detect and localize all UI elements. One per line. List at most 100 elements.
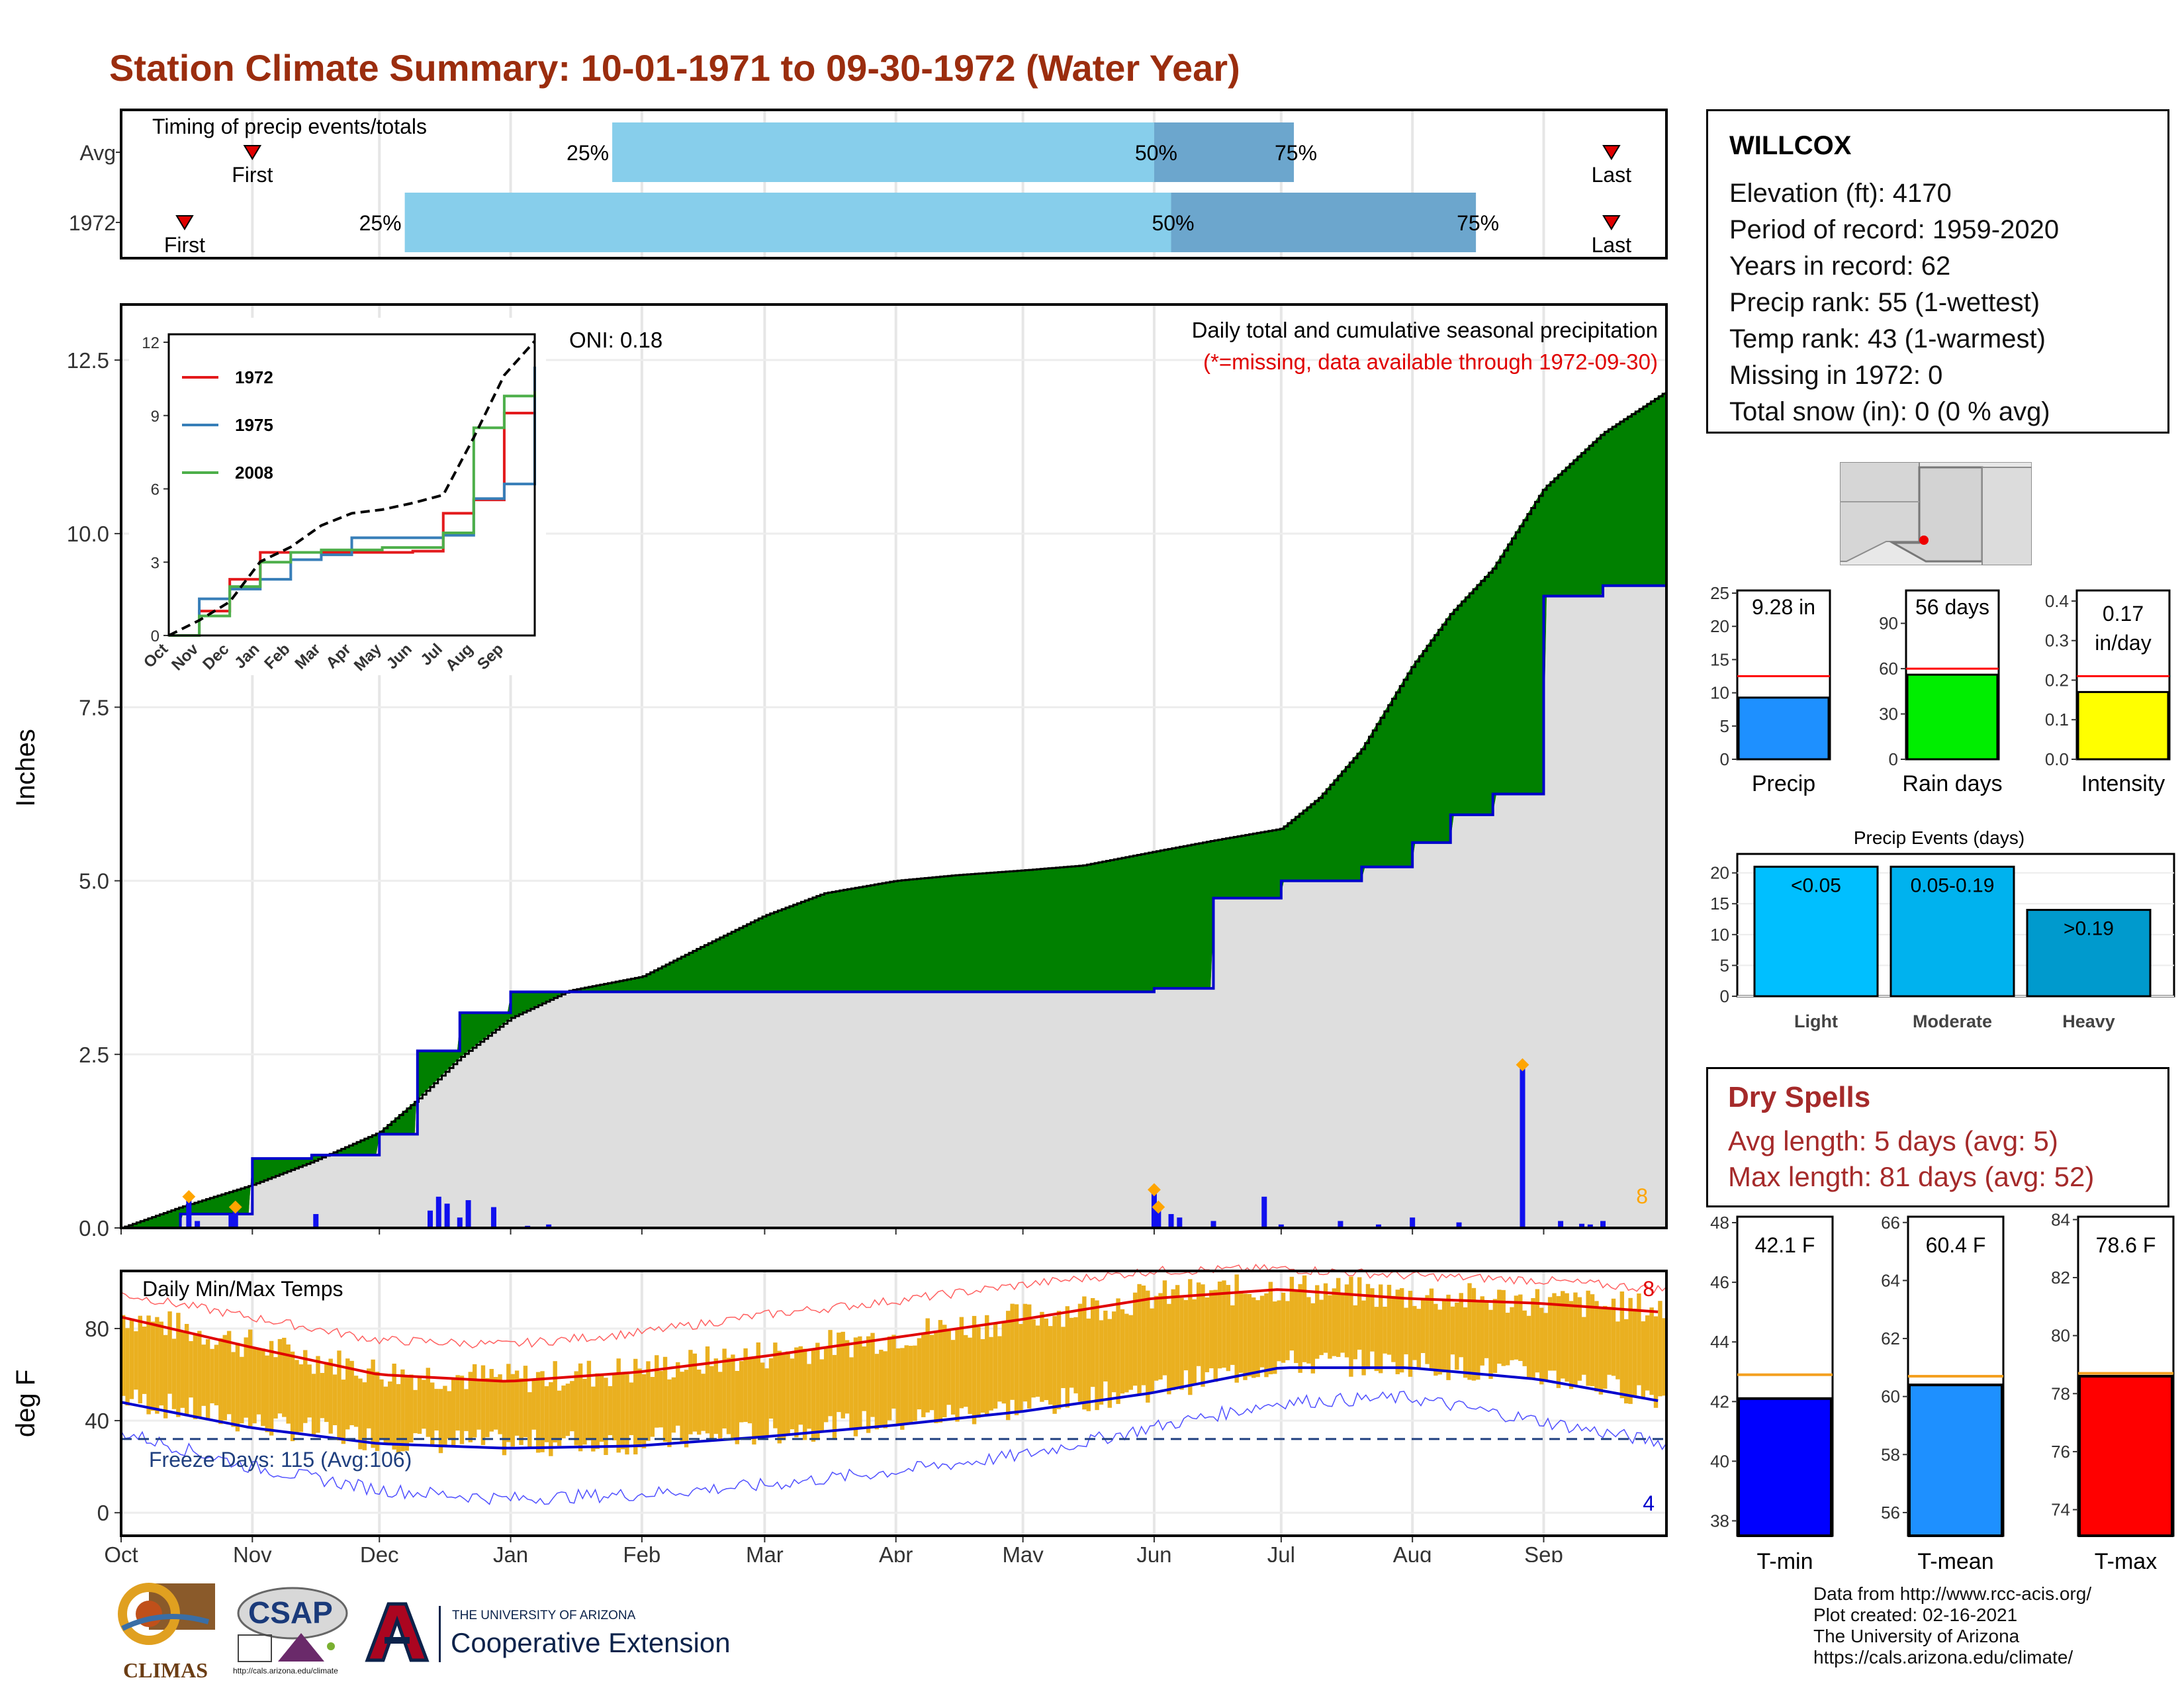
- max-record-count: 8: [1643, 1277, 1655, 1301]
- daily-temp-bar: [1082, 1296, 1087, 1410]
- temp-gauge-tick: 44: [1710, 1332, 1729, 1352]
- daily-temp-bar: [1598, 1307, 1604, 1395]
- daily-temp-bar: [1539, 1307, 1544, 1385]
- daily-temp-bar: [1103, 1310, 1108, 1382]
- station-detail-line: Precip rank: 55 (1-wettest): [1729, 288, 2040, 317]
- daily-temp-bar: [150, 1321, 156, 1411]
- daily-temp-bar: [1624, 1319, 1629, 1404]
- daily-temp-bar: [604, 1378, 608, 1455]
- daily-temp-bar: [1404, 1307, 1408, 1354]
- daily-temp-bar: [1023, 1303, 1028, 1402]
- daily-temp-bar: [1230, 1305, 1235, 1365]
- daily-temp-bar: [768, 1358, 774, 1419]
- precip-chart: 0.0 2.5 5.0 7.5 10.0 12.5 8 Daily total and cum…: [11, 303, 1668, 1241]
- daily-temp-bar: [870, 1333, 875, 1417]
- x-tick-label: Feb: [623, 1542, 660, 1562]
- daily-temp-bar: [1086, 1318, 1091, 1411]
- gauge-tick-label: 20: [1710, 616, 1729, 636]
- first-label: First: [232, 163, 273, 187]
- daily-temp-bar: [1061, 1327, 1066, 1388]
- daily-temp-bar: [1433, 1303, 1438, 1376]
- record-diamond-icon: [1148, 1183, 1161, 1197]
- daily-temp-bar: [1294, 1291, 1298, 1364]
- daily-temp-bar: [1420, 1299, 1426, 1354]
- daily-temp-bar: [586, 1360, 592, 1440]
- daily-temp-bar: [837, 1333, 841, 1413]
- daily-precip-bar: [428, 1210, 433, 1228]
- y-tick-label: 0.0: [79, 1216, 109, 1241]
- events-tick-label: 15: [1710, 894, 1729, 914]
- gauge-label: Intensity: [2081, 771, 2165, 796]
- daily-temp-bar: [349, 1360, 354, 1426]
- y-axis-label: deg F: [11, 1370, 40, 1437]
- daily-temp-bar: [549, 1382, 553, 1456]
- x-tick-label: Jan: [493, 1542, 528, 1562]
- daily-temp-bar: [443, 1385, 447, 1447]
- daily-temp-bar: [1514, 1295, 1519, 1360]
- daily-temp-bar: [1069, 1317, 1074, 1388]
- daily-temp-bar: [807, 1364, 811, 1429]
- y-tick-label: 7.5: [79, 695, 109, 720]
- climas-logo-text: CLIMAS: [122, 1658, 208, 1682]
- daily-temp-bar: [1615, 1321, 1620, 1380]
- daily-temp-bar: [1192, 1299, 1197, 1385]
- daily-temp-bar: [1641, 1321, 1646, 1399]
- station-detail-line: Temp rank: 43 (1-warmest): [1729, 324, 2046, 353]
- daily-temp-bar: [307, 1364, 312, 1418]
- timing-panel: Timing of precip events/totals Avg 25% 50% 7…: [0, 99, 1694, 271]
- daily-temp-bar: [985, 1315, 989, 1416]
- daily-temp-bar: [311, 1374, 316, 1435]
- gauge-value-label: 9.28 in: [1752, 595, 1815, 619]
- daily-temp-bar: [1637, 1293, 1641, 1385]
- daily-precip-bar: [1168, 1214, 1174, 1228]
- daily-temp-bar: [142, 1327, 147, 1394]
- inset-y-tick: 6: [151, 481, 159, 499]
- gauge-tick-label: 25: [1710, 583, 1729, 603]
- daily-temp-bar: [1480, 1296, 1484, 1366]
- daily-temp-bar: [295, 1360, 299, 1432]
- daily-temp-bar: [1349, 1276, 1353, 1377]
- daily-precip-bar: [465, 1200, 471, 1228]
- temp-gauge-value: 78.6 F: [2096, 1233, 2156, 1257]
- record-low-line: [120, 1390, 1667, 1505]
- daily-temp-bar: [1531, 1297, 1535, 1379]
- daily-temp-bar: [832, 1354, 837, 1440]
- daily-temp-bar: [1323, 1283, 1328, 1353]
- daily-temp-bar: [925, 1318, 930, 1413]
- daily-temp-bar: [1332, 1288, 1337, 1356]
- daily-temp-bar: [1607, 1307, 1612, 1375]
- daily-temp-bar: [1128, 1315, 1133, 1390]
- daily-temp-bar: [722, 1348, 727, 1429]
- timing-pct-label: 25%: [567, 141, 609, 165]
- x-tick-label: Sep: [1524, 1542, 1563, 1562]
- daily-temp-bar: [773, 1342, 778, 1429]
- daily-temp-bar: [1077, 1303, 1083, 1402]
- daily-temp-bar: [1205, 1297, 1210, 1372]
- daily-temp-bar: [946, 1329, 951, 1405]
- daily-temp-bar: [1455, 1302, 1459, 1370]
- daily-temp-bar: [184, 1324, 189, 1417]
- daily-temp-bar: [887, 1336, 892, 1421]
- record-diamond-icon: [1516, 1058, 1529, 1072]
- ua-small-text: THE UNIVERSITY OF ARIZONA: [452, 1609, 636, 1622]
- daily-temp-bar: [1361, 1300, 1366, 1376]
- daily-temp-bar: [1226, 1285, 1231, 1372]
- daily-temp-bar: [1247, 1293, 1252, 1377]
- precip-panel: 0.0 2.5 5.0 7.5 10.0 12.5 8 Daily total and cum…: [0, 291, 1694, 1244]
- daily-temp-bar: [197, 1331, 202, 1418]
- daily-temp-bar: [341, 1380, 346, 1444]
- freeze-days-label: Freeze Days: 115 (Avg:106): [149, 1448, 412, 1472]
- daily-temp-bar: [459, 1376, 465, 1444]
- daily-temp-bar: [371, 1359, 375, 1448]
- daily-temp-bar: [163, 1335, 168, 1419]
- daily-temp-bar: [1234, 1274, 1239, 1383]
- daily-precip-bar: [1410, 1217, 1416, 1228]
- gauge-label: Precip: [1752, 771, 1815, 796]
- daily-temp-bar: [667, 1379, 672, 1448]
- inset-y-tick: 3: [151, 554, 159, 572]
- daily-temp-bar: [434, 1389, 439, 1431]
- daily-temp-bar: [1095, 1300, 1099, 1411]
- daily-temp-bar: [404, 1376, 410, 1451]
- daily-temp-bar: [1319, 1299, 1324, 1356]
- daily-temp-bar: [1357, 1277, 1362, 1350]
